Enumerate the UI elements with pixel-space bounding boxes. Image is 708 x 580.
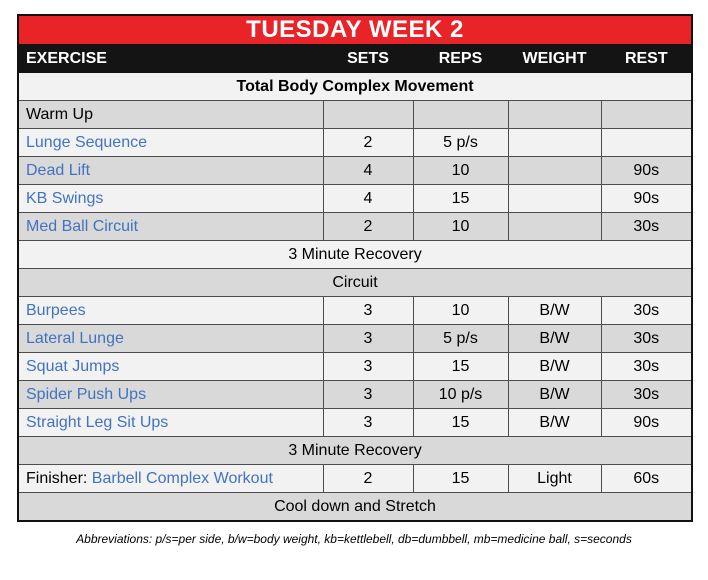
exercise-link[interactable]: KB Swings bbox=[26, 189, 104, 207]
weight-cell: Light bbox=[507, 464, 602, 493]
abbreviations-note: Abbreviations: p/s=per side, b/w=body we… bbox=[76, 532, 632, 546]
reps-cell: 15 bbox=[412, 184, 509, 213]
exercise-name-cell: Squat Jumps bbox=[17, 352, 324, 381]
sets-cell: 4 bbox=[322, 156, 414, 185]
exercise-link[interactable]: Dead Lift bbox=[26, 161, 91, 179]
column-header-exercise: EXERCISE bbox=[17, 44, 324, 73]
table-row: Spider Push Ups 3 10 p/s B/W 30s bbox=[17, 380, 693, 409]
rest-cell: 90s bbox=[600, 184, 693, 213]
column-header-row: EXERCISE SETS REPS WEIGHT REST bbox=[17, 44, 693, 73]
sets-cell: 3 bbox=[322, 296, 414, 325]
column-header-sets: SETS bbox=[322, 44, 414, 73]
sets-cell: 2 bbox=[322, 128, 414, 157]
rest-cell: 30s bbox=[600, 380, 693, 409]
rest-cell: 90s bbox=[600, 408, 693, 437]
table-row: Burpees 3 10 B/W 30s bbox=[17, 296, 693, 325]
sets-cell: 3 bbox=[322, 408, 414, 437]
exercise-name-cell: Dead Lift bbox=[17, 156, 324, 185]
section-label: Cool down and Stretch bbox=[17, 492, 693, 522]
reps-cell: 10 bbox=[412, 156, 509, 185]
rest-cell bbox=[600, 128, 693, 157]
table-row: Lunge Sequence 2 5 p/s bbox=[17, 128, 693, 157]
weight-cell: B/W bbox=[507, 352, 602, 381]
finisher-prefix: Finisher: bbox=[26, 469, 92, 487]
table-row: Warm Up bbox=[17, 100, 693, 129]
table-row: Squat Jumps 3 15 B/W 30s bbox=[17, 352, 693, 381]
table-row: Dead Lift 4 10 90s bbox=[17, 156, 693, 185]
table-row: Finisher: Barbell Complex Workout 2 15 L… bbox=[17, 464, 693, 493]
reps-cell: 10 p/s bbox=[412, 380, 509, 409]
exercise-link[interactable]: Barbell Complex Workout bbox=[91, 469, 273, 487]
sets-cell: 4 bbox=[322, 184, 414, 213]
reps-cell: 10 bbox=[412, 296, 509, 325]
title-banner-row: TUESDAY WEEK 2 bbox=[17, 14, 693, 45]
exercise-link[interactable]: Med Ball Circuit bbox=[26, 217, 139, 235]
section-row: Total Body Complex Movement bbox=[17, 72, 693, 101]
exercise-name-cell: Warm Up bbox=[17, 100, 324, 129]
exercise-link[interactable]: Lateral Lunge bbox=[26, 329, 124, 347]
exercise-name-cell: Lateral Lunge bbox=[17, 324, 324, 353]
sets-cell: 2 bbox=[322, 212, 414, 241]
table-row: Lateral Lunge 3 5 p/s B/W 30s bbox=[17, 324, 693, 353]
exercise-name-cell: Finisher: Barbell Complex Workout bbox=[17, 464, 324, 493]
section-label: Total Body Complex Movement bbox=[17, 72, 693, 101]
sets-cell bbox=[322, 100, 414, 129]
weight-cell: B/W bbox=[507, 324, 602, 353]
reps-cell: 15 bbox=[412, 464, 509, 493]
exercise-name-cell: Med Ball Circuit bbox=[17, 212, 324, 241]
column-header-reps: REPS bbox=[412, 44, 509, 73]
column-header-weight: WEIGHT bbox=[507, 44, 602, 73]
exercise-name-cell: Spider Push Ups bbox=[17, 380, 324, 409]
sets-cell: 3 bbox=[322, 352, 414, 381]
exercise-link[interactable]: Lunge Sequence bbox=[26, 133, 147, 151]
weight-cell: B/W bbox=[507, 380, 602, 409]
section-row: 3 Minute Recovery bbox=[17, 436, 693, 465]
exercise-name-cell: Lunge Sequence bbox=[17, 128, 324, 157]
rest-cell: 30s bbox=[600, 324, 693, 353]
weight-cell: B/W bbox=[507, 296, 602, 325]
weight-cell bbox=[507, 100, 602, 129]
section-label: 3 Minute Recovery bbox=[17, 240, 693, 269]
reps-cell: 5 p/s bbox=[412, 128, 509, 157]
workout-sheet: TUESDAY WEEK 2 EXERCISE SETS REPS WEIGHT… bbox=[17, 14, 694, 522]
reps-cell: 15 bbox=[412, 408, 509, 437]
weight-cell bbox=[507, 184, 602, 213]
section-row: Cool down and Stretch bbox=[17, 492, 693, 522]
table-row: Straight Leg Sit Ups 3 15 B/W 90s bbox=[17, 408, 693, 437]
weight-cell bbox=[507, 212, 602, 241]
reps-cell: 10 bbox=[412, 212, 509, 241]
reps-cell: 5 p/s bbox=[412, 324, 509, 353]
section-row: Circuit bbox=[17, 268, 693, 297]
page-title: TUESDAY WEEK 2 bbox=[17, 14, 693, 45]
weight-cell bbox=[507, 128, 602, 157]
sets-cell: 3 bbox=[322, 324, 414, 353]
table-row: KB Swings 4 15 90s bbox=[17, 184, 693, 213]
column-header-rest: REST bbox=[600, 44, 693, 73]
reps-cell bbox=[412, 100, 509, 129]
exercise-name-cell: KB Swings bbox=[17, 184, 324, 213]
rest-cell bbox=[600, 100, 693, 129]
rest-cell: 60s bbox=[600, 464, 693, 493]
sets-cell: 3 bbox=[322, 380, 414, 409]
section-row: 3 Minute Recovery bbox=[17, 240, 693, 269]
sets-cell: 2 bbox=[322, 464, 414, 493]
exercise-link[interactable]: Squat Jumps bbox=[26, 357, 120, 375]
rest-cell: 30s bbox=[600, 296, 693, 325]
exercise-link[interactable]: Straight Leg Sit Ups bbox=[26, 413, 169, 431]
weight-cell bbox=[507, 156, 602, 185]
section-label: Circuit bbox=[17, 268, 693, 297]
exercise-link[interactable]: Spider Push Ups bbox=[26, 385, 147, 403]
weight-cell: B/W bbox=[507, 408, 602, 437]
section-label: 3 Minute Recovery bbox=[17, 436, 693, 465]
exercise-name-cell: Burpees bbox=[17, 296, 324, 325]
rest-cell: 30s bbox=[600, 352, 693, 381]
rest-cell: 90s bbox=[600, 156, 693, 185]
workout-table: TUESDAY WEEK 2 EXERCISE SETS REPS WEIGHT… bbox=[17, 14, 694, 522]
reps-cell: 15 bbox=[412, 352, 509, 381]
exercise-link[interactable]: Burpees bbox=[26, 301, 86, 319]
rest-cell: 30s bbox=[600, 212, 693, 241]
exercise-name-cell: Straight Leg Sit Ups bbox=[17, 408, 324, 437]
table-row: Med Ball Circuit 2 10 30s bbox=[17, 212, 693, 241]
